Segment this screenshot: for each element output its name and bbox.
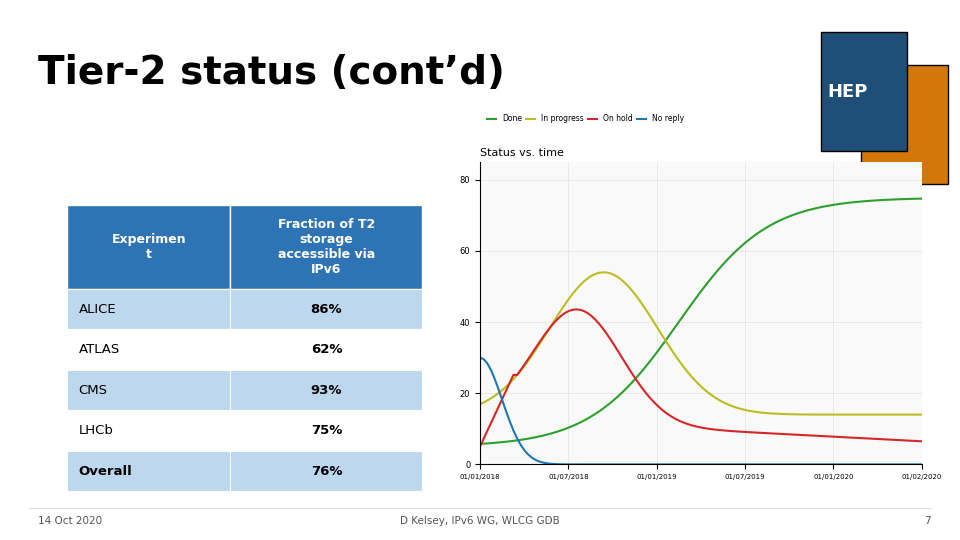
No reply	[719, 461, 731, 468]
Line: On hold: On hold	[480, 309, 922, 447]
FancyBboxPatch shape	[67, 205, 230, 289]
Legend: Done, In progress, On hold, No reply: Done, In progress, On hold, No reply	[484, 111, 687, 126]
Text: LHCb: LHCb	[79, 424, 113, 437]
Text: 76%: 76%	[311, 464, 342, 478]
Text: ALICE: ALICE	[79, 302, 116, 316]
FancyBboxPatch shape	[67, 410, 230, 451]
Text: 62%: 62%	[311, 343, 342, 356]
FancyBboxPatch shape	[230, 410, 422, 451]
FancyBboxPatch shape	[230, 451, 422, 491]
Text: 86%: 86%	[311, 302, 342, 316]
On hold	[597, 325, 609, 331]
No reply	[823, 461, 834, 468]
No reply	[593, 461, 605, 468]
Text: Tier-2 status (cont’d): Tier-2 status (cont’d)	[38, 54, 505, 92]
No reply	[901, 461, 913, 468]
Done	[593, 408, 605, 415]
Done	[474, 441, 486, 447]
On hold	[782, 431, 794, 437]
In progress	[593, 269, 605, 276]
FancyBboxPatch shape	[67, 329, 230, 370]
Text: D Kelsey, IPv6 WG, WLCG GDB: D Kelsey, IPv6 WG, WLCG GDB	[400, 516, 560, 526]
Text: Status vs. time: Status vs. time	[480, 148, 564, 158]
No reply	[916, 461, 927, 468]
Done	[901, 196, 913, 202]
Text: 93%: 93%	[311, 383, 342, 397]
On hold	[567, 307, 579, 313]
No reply	[474, 354, 486, 361]
Done	[823, 202, 834, 209]
FancyBboxPatch shape	[67, 289, 230, 329]
In progress	[723, 402, 734, 408]
In progress	[597, 269, 609, 275]
No reply	[779, 461, 790, 468]
FancyBboxPatch shape	[230, 329, 422, 370]
Done	[916, 195, 927, 202]
Line: In progress: In progress	[480, 272, 922, 415]
On hold	[474, 443, 486, 450]
FancyBboxPatch shape	[230, 289, 422, 329]
On hold	[827, 434, 838, 440]
Text: CMS: CMS	[79, 383, 108, 397]
Line: No reply: No reply	[480, 357, 922, 464]
In progress	[916, 411, 927, 418]
In progress	[782, 411, 794, 417]
On hold	[571, 306, 583, 313]
FancyBboxPatch shape	[67, 370, 230, 410]
On hold	[904, 437, 916, 444]
Text: ATLAS: ATLAS	[79, 343, 120, 356]
Text: Overall: Overall	[79, 464, 132, 478]
In progress	[904, 411, 916, 418]
Text: 14 Oct 2020: 14 Oct 2020	[38, 516, 103, 526]
Text: HEP: HEP	[828, 83, 868, 101]
No reply	[567, 461, 579, 468]
In progress	[827, 411, 838, 418]
In progress	[567, 291, 579, 297]
FancyBboxPatch shape	[230, 205, 422, 289]
Text: Fraction of T2
storage
accessible via
IPv6: Fraction of T2 storage accessible via IP…	[277, 218, 375, 276]
Done	[779, 215, 790, 222]
FancyBboxPatch shape	[821, 32, 907, 151]
FancyBboxPatch shape	[230, 370, 422, 410]
On hold	[916, 438, 927, 444]
Done	[719, 259, 731, 266]
On hold	[723, 428, 734, 434]
In progress	[474, 401, 486, 407]
Text: 7: 7	[924, 516, 931, 526]
Done	[567, 423, 579, 429]
Text: 75%: 75%	[311, 424, 342, 437]
Text: Experimen
t: Experimen t	[111, 233, 186, 261]
FancyBboxPatch shape	[861, 65, 948, 184]
Line: Done: Done	[480, 199, 922, 444]
FancyBboxPatch shape	[67, 451, 230, 491]
Text: iX: iX	[872, 115, 892, 133]
